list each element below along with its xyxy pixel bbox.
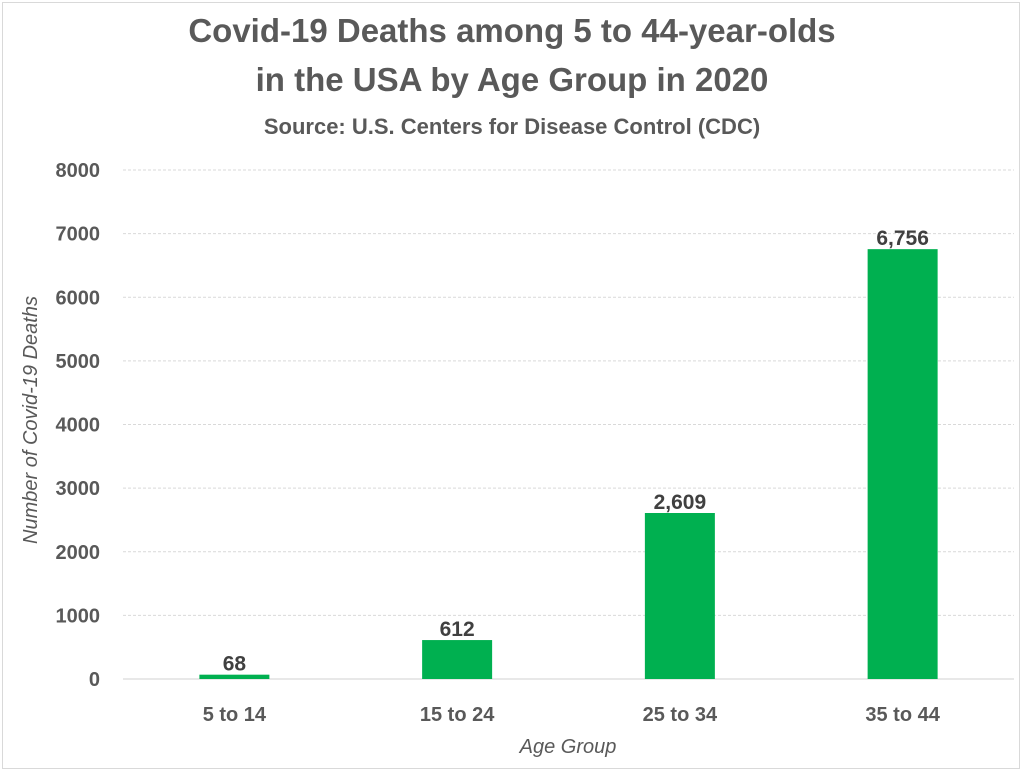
data-label: 2,609 xyxy=(654,491,707,514)
y-tick-label: 0 xyxy=(89,669,100,691)
x-axis-ticks: 5 to 14 15 to 24 25 to 34 35 to 44 xyxy=(203,704,941,726)
gridlines xyxy=(123,169,1014,680)
x-tick-label: 5 to 14 xyxy=(203,704,267,726)
y-axis-ticks: 0 1000 2000 3000 4000 5000 6000 7000 8000 xyxy=(56,160,101,691)
y-tick-label: 6000 xyxy=(56,287,101,309)
bar xyxy=(199,674,270,679)
y-tick-label: 3000 xyxy=(56,478,101,500)
chart-subtitle: Source: U.S. Centers for Disease Control… xyxy=(263,114,761,139)
y-tick-label: 2000 xyxy=(56,542,101,564)
bar xyxy=(644,513,715,679)
bars xyxy=(199,249,938,679)
chart-title: Covid-19 Deaths among 5 to 44-year-olds xyxy=(188,12,836,49)
x-tick-label: 15 to 24 xyxy=(420,704,495,726)
bar xyxy=(867,249,938,679)
y-axis-title: Number of Covid-19 Deaths xyxy=(20,296,42,544)
data-labels: 68 612 2,609 6,756 xyxy=(223,227,929,676)
y-tick-label: 7000 xyxy=(56,224,101,246)
x-tick-label: 25 to 34 xyxy=(643,704,718,726)
y-tick-label: 4000 xyxy=(56,415,101,437)
data-label: 68 xyxy=(223,653,247,676)
data-label: 612 xyxy=(440,618,475,641)
y-tick-label: 1000 xyxy=(56,605,101,627)
x-axis-title: Age Group xyxy=(519,736,617,758)
bar xyxy=(422,640,493,679)
data-label: 6,756 xyxy=(876,227,929,250)
x-tick-label: 35 to 44 xyxy=(865,704,940,726)
chart-title-line2: in the USA by Age Group in 2020 xyxy=(255,61,769,98)
y-tick-label: 5000 xyxy=(56,351,101,373)
y-tick-label: 8000 xyxy=(56,160,101,182)
